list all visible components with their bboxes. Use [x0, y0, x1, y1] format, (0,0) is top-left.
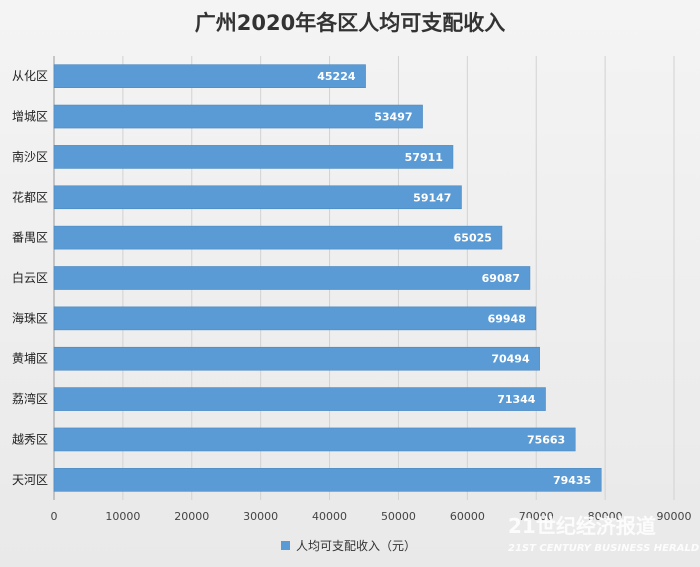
x-tick-label: 20000 [174, 510, 209, 523]
bar [53, 387, 546, 411]
bar [53, 104, 423, 129]
category-label: 黄埔区 [12, 352, 48, 366]
data-label: 45224 [317, 70, 356, 83]
chart-title: 广州2020年各区人均可支配收入 [195, 11, 505, 35]
tick-labels: 0 10000 20000 30000 40000 50000 60000 70000 8000… [51, 510, 692, 523]
category-label: 白云区 [12, 270, 48, 285]
watermark: 21世纪经济报道 21ST CENTURY BUSINESS HERALD [508, 514, 699, 554]
category-label: 海珠区 [12, 310, 48, 325]
category-label: 越秀区 [12, 432, 48, 446]
x-tick-label: 40000 [312, 510, 347, 523]
data-label: 71344 [497, 393, 536, 406]
bar [53, 306, 537, 331]
data-label: 75663 [527, 433, 565, 446]
bar [53, 346, 540, 371]
category-label: 番禺区 [12, 231, 48, 245]
bar [53, 145, 454, 169]
bar [53, 427, 576, 452]
legend-label: 人均可支配收入（元） [296, 539, 416, 553]
x-tick-label: 0 [51, 510, 58, 523]
category-label: 从化区 [12, 69, 48, 83]
bar [53, 468, 602, 492]
category-label: 增城区 [12, 110, 48, 124]
bar [53, 185, 462, 210]
legend-swatch [281, 541, 290, 550]
x-tick-label: 50000 [381, 510, 416, 523]
bar [53, 266, 531, 290]
data-label: 69948 [488, 312, 526, 325]
x-tick-label: 90000 [657, 510, 692, 523]
category-label: 荔湾区 [12, 391, 48, 406]
bar [53, 225, 503, 250]
watermark-sub: 21ST CENTURY BUSINESS HERALD [508, 543, 699, 554]
bar [53, 64, 366, 88]
x-tick-label: 30000 [243, 510, 278, 523]
data-label: 53497 [374, 111, 412, 124]
data-label: 69087 [482, 272, 520, 285]
x-tick-label: 80000 [588, 510, 623, 523]
x-tick-label: 10000 [105, 510, 140, 523]
legend: 人均可支配收入（元） [281, 539, 416, 553]
category-label: 天河区 [12, 473, 48, 487]
data-label: 57911 [405, 151, 443, 164]
data-label: 70494 [491, 353, 530, 366]
watermark-main: 21世纪经济报道 [508, 514, 656, 538]
category-label: 南沙区 [12, 149, 48, 164]
data-label: 59147 [413, 191, 451, 204]
x-tick-label: 70000 [519, 510, 554, 523]
bars: 45224 53497 57911 59147 65025 69087 69948 70494… [53, 64, 602, 492]
x-tick-label: 60000 [450, 510, 485, 523]
category-label: 花都区 [12, 189, 48, 204]
data-label: 79435 [553, 474, 591, 487]
data-label: 65025 [454, 232, 492, 245]
